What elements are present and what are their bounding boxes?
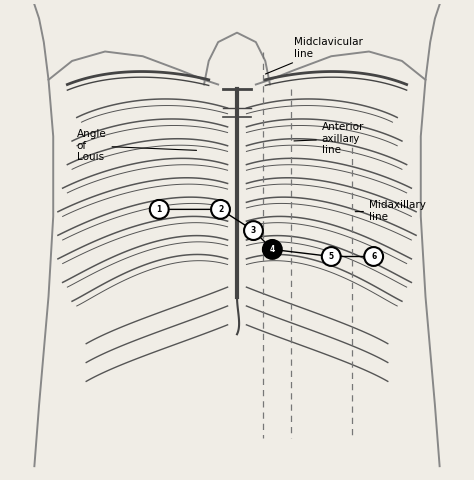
Circle shape <box>263 240 282 259</box>
Circle shape <box>364 247 383 266</box>
Text: Anterior
axillary
line: Anterior axillary line <box>294 122 364 156</box>
Text: Midclavicular
line: Midclavicular line <box>265 37 363 74</box>
Circle shape <box>150 200 169 219</box>
Text: 4: 4 <box>270 245 275 254</box>
Circle shape <box>244 221 263 240</box>
Text: 2: 2 <box>218 205 223 214</box>
Circle shape <box>211 200 230 219</box>
Circle shape <box>322 247 341 266</box>
Text: Midaxillary
line: Midaxillary line <box>355 200 426 222</box>
Text: Angle
of
Louis: Angle of Louis <box>77 129 197 162</box>
Text: 5: 5 <box>328 252 334 261</box>
Text: 1: 1 <box>156 205 162 214</box>
Text: 6: 6 <box>371 252 376 261</box>
Text: 3: 3 <box>251 226 256 235</box>
